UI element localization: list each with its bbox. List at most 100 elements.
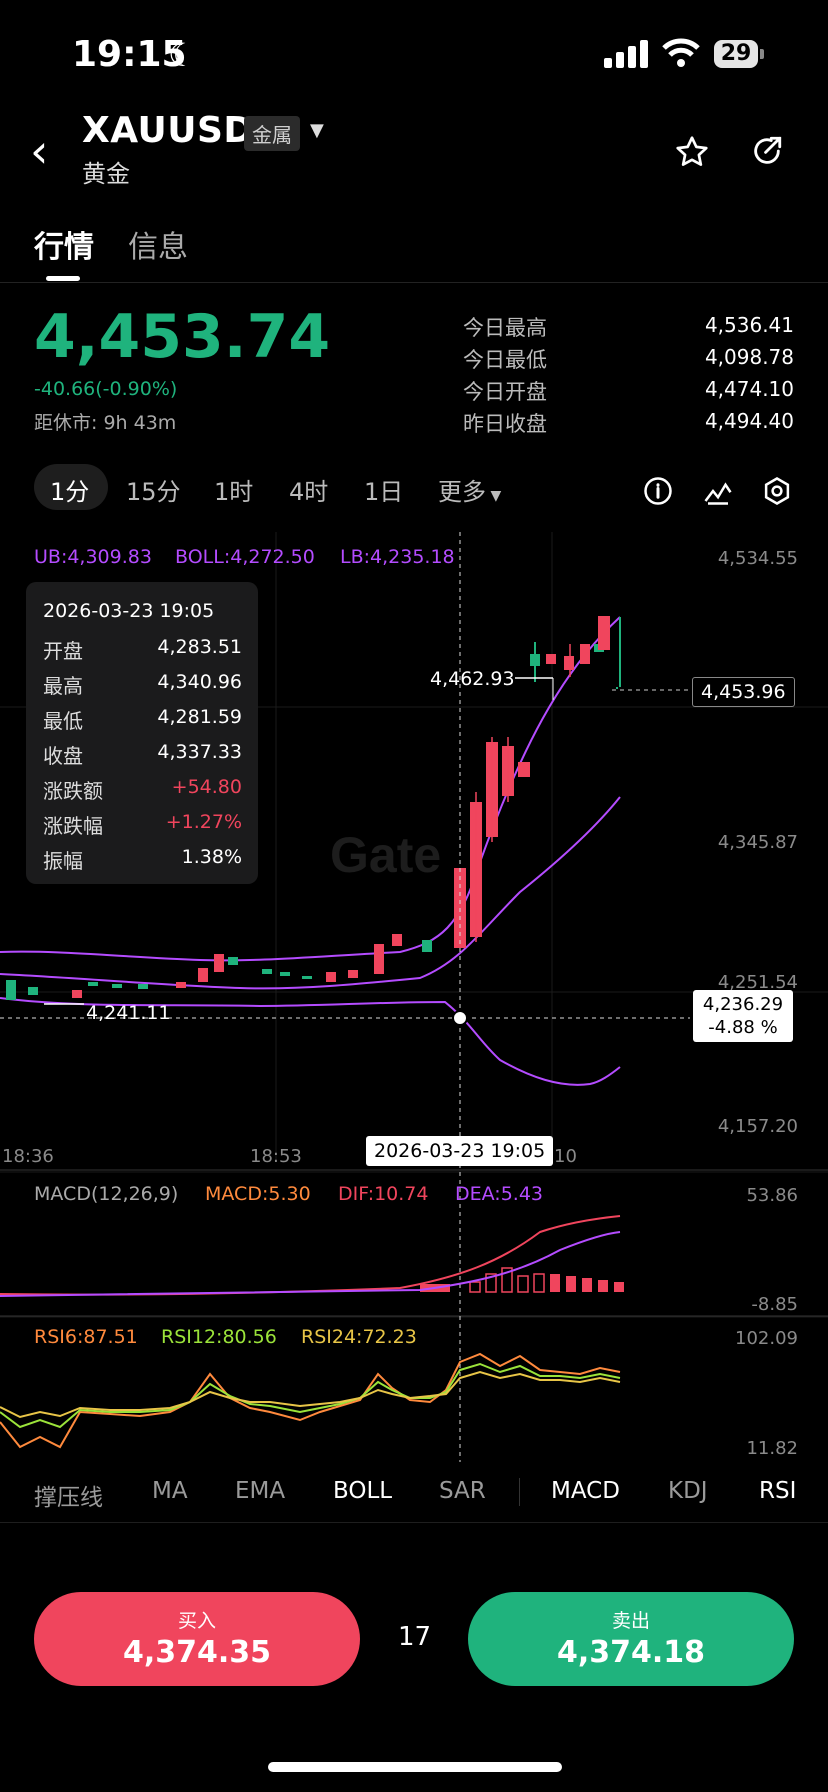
y-axis-label: 4,345.87: [717, 832, 798, 853]
macd-max: 53.86: [746, 1185, 798, 1206]
macd-value: MACD:5.30: [205, 1183, 311, 1205]
tooltip-value: 4,340.96: [157, 671, 242, 693]
home-indicator[interactable]: [268, 1762, 562, 1772]
tooltip-value: +54.80: [171, 776, 242, 798]
interval-more[interactable]: 更多 ▼: [438, 478, 502, 506]
info-icon[interactable]: [643, 476, 673, 506]
crosshair-price-box: 4,236.29 -4.88 %: [693, 990, 793, 1042]
sell-label: 卖出: [611, 1610, 650, 1632]
tooltip-date: 2026-03-23 19:05: [43, 600, 215, 622]
tab-info[interactable]: 信息: [128, 230, 188, 265]
stat-label: 昨日收盘: [463, 412, 547, 436]
tooltip-label: 开盘: [43, 639, 83, 663]
price-change: -40.66(-0.90%): [34, 378, 178, 400]
indicator-divider: [519, 1478, 520, 1506]
y-axis-label: 4,157.20: [717, 1116, 798, 1137]
stat-label: 今日最高: [463, 316, 547, 340]
rsi6-label: RSI6:87.51: [34, 1326, 138, 1348]
indicator-rsi[interactable]: RSI: [759, 1478, 797, 1504]
boll-upper-line: [0, 616, 621, 962]
favorite-star-icon[interactable]: [674, 134, 710, 170]
indicator-settings-icon[interactable]: [703, 476, 733, 506]
current-price-box: 4,453.96: [692, 677, 795, 707]
interval-1m[interactable]: 1分: [50, 478, 90, 506]
rsi-min: 11.82: [746, 1438, 798, 1459]
crosshair-date-box: 2026-03-23 19:05: [366, 1136, 554, 1166]
boll-mid-line: [0, 796, 621, 990]
time-label: 10: [554, 1146, 577, 1167]
crosshair-point: [452, 1010, 468, 1026]
boll-lb-label: LB:4,235.18: [340, 546, 455, 568]
time-label: 18:36: [2, 1146, 54, 1167]
share-icon[interactable]: [750, 134, 784, 168]
interval-15m[interactable]: 15分: [126, 478, 181, 506]
time-label: 18:53: [250, 1146, 302, 1167]
status-bar: 19:15 ☾ 29: [0, 0, 828, 110]
boll-lower-line: [0, 997, 621, 1086]
macd-title: MACD(12,26,9): [34, 1183, 179, 1205]
buy-label: 买入: [177, 1610, 216, 1632]
boll-ub-label: UB:4,309.83: [34, 546, 152, 568]
crosshair-pct: -4.88 %: [708, 1017, 778, 1038]
sell-button[interactable]: 卖出 4,374.18: [468, 1592, 794, 1686]
stat-value: 4,536.41: [704, 313, 794, 337]
rsi-max: 102.09: [735, 1328, 798, 1349]
tab-market[interactable]: 行情: [34, 230, 94, 265]
market-close-countdown: 距休市: 9h 43m: [34, 412, 177, 434]
watermark: Gate: [330, 827, 441, 883]
buy-button[interactable]: 买入 4,374.35: [34, 1592, 360, 1686]
settings-gear-icon[interactable]: [762, 476, 792, 506]
tooltip-value: 1.38%: [181, 846, 242, 868]
crosshair-price: 4,236.29: [702, 994, 784, 1015]
tooltip-label: 振幅: [43, 849, 83, 873]
category-badge: 金属: [244, 116, 300, 151]
tooltip-label: 收盘: [43, 744, 83, 768]
indicator-boll[interactable]: BOLL: [333, 1478, 393, 1504]
candles: [6, 616, 621, 1000]
kline-chart[interactable]: Gate: [0, 532, 828, 1462]
symbol-dropdown-icon[interactable]: ▼: [310, 120, 324, 141]
signal-icon: [604, 40, 648, 68]
divider: [0, 1522, 828, 1523]
indicator-macd[interactable]: MACD: [551, 1478, 620, 1504]
interval-more-label: 更多: [438, 478, 486, 506]
tab-indicator: [46, 276, 80, 281]
macd-histogram: [420, 1267, 624, 1293]
rsi6-line: [0, 1352, 621, 1449]
tooltip-label: 涨跌额: [43, 779, 103, 803]
tooltip-value: 4,283.51: [157, 636, 242, 658]
tooltip-value: 4,337.33: [157, 741, 242, 763]
moon-icon: ☾: [168, 36, 197, 74]
sell-price: 4,374.18: [556, 1635, 706, 1670]
last-price: 4,453.74: [34, 302, 331, 372]
interval-4h[interactable]: 4时: [289, 478, 329, 506]
interval-1h[interactable]: 1时: [214, 478, 254, 506]
stat-label: 今日开盘: [463, 380, 547, 404]
macd-dif: DIF:10.74: [338, 1183, 429, 1205]
wifi-icon: [662, 38, 700, 67]
indicator-sar[interactable]: SAR: [439, 1478, 486, 1504]
boll-mid-label: BOLL:4,272.50: [175, 546, 315, 568]
interval-1d[interactable]: 1日: [364, 478, 404, 506]
symbol-title[interactable]: XAUUSD: [82, 110, 254, 151]
indicator-kdj[interactable]: KDJ: [668, 1478, 708, 1504]
symbol-name: 黄金: [82, 160, 130, 188]
spread-value: 17: [398, 1622, 432, 1652]
indicator-ema[interactable]: EMA: [235, 1478, 286, 1504]
high-marker-label: 4,462.93: [430, 668, 515, 690]
y-axis-label: 4,251.54: [717, 972, 798, 993]
tooltip-label: 最高: [43, 674, 83, 698]
rsi12-line: [0, 1362, 621, 1429]
indicator-ma[interactable]: MA: [152, 1478, 188, 1504]
indicator-support-resistance[interactable]: 撑压线: [34, 1485, 103, 1511]
low-marker-label: 4,241.11: [86, 1002, 171, 1024]
rsi24-label: RSI24:72.23: [301, 1326, 417, 1348]
tooltip-value: 4,281.59: [157, 706, 242, 728]
stat-value: 4,098.78: [704, 345, 794, 369]
rsi24-line: [0, 1370, 621, 1419]
ohlc-tooltip: [26, 582, 258, 884]
battery-tip: [760, 49, 764, 59]
buy-price: 4,374.35: [122, 1635, 272, 1670]
tooltip-value: +1.27%: [165, 811, 242, 833]
back-button[interactable]: ‹: [30, 124, 49, 178]
